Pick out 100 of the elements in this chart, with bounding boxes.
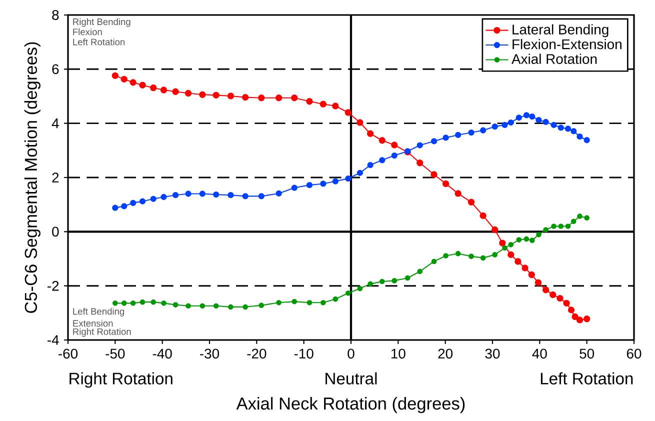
point: [291, 94, 298, 102]
point: [480, 255, 486, 261]
point: [172, 302, 178, 308]
point: [228, 192, 234, 198]
point: [529, 238, 535, 243]
point: [160, 86, 168, 94]
point: [492, 124, 498, 130]
point: [213, 191, 220, 198]
point: [536, 117, 542, 124]
point: [172, 88, 179, 95]
text: Neutral: [326, 372, 377, 384]
point: [242, 193, 248, 200]
point: [550, 291, 556, 298]
x-tick-label: -30: [200, 348, 220, 359]
y-axis-title: C5-C6 Segmental Motion (degrees): [24, 42, 40, 313]
x-tick-label: -40: [152, 348, 172, 359]
point: [542, 286, 550, 294]
x-tick-label: 30: [485, 348, 500, 359]
point: [242, 304, 248, 310]
point: [480, 127, 486, 134]
x-tick-label: -50: [106, 348, 125, 359]
point: [563, 300, 570, 306]
point: [320, 300, 326, 306]
point: [258, 193, 264, 200]
point: [345, 176, 352, 182]
point: [576, 316, 584, 324]
y-tick-label: 0: [52, 226, 59, 237]
annotation: Right Rotation: [73, 328, 131, 337]
point: [121, 203, 128, 210]
point: [442, 180, 450, 188]
point: [185, 190, 192, 197]
point: [572, 313, 578, 320]
point: [356, 170, 364, 176]
point: [568, 306, 575, 314]
point: [468, 254, 474, 259]
point: [140, 299, 146, 305]
x-tick-label: -20: [247, 348, 266, 359]
point: [332, 296, 338, 302]
point: [468, 129, 474, 136]
point: [392, 278, 398, 284]
point: [276, 94, 282, 102]
point: [276, 190, 282, 197]
point: [228, 304, 234, 310]
point: [139, 198, 146, 204]
point: [391, 142, 398, 148]
point: [584, 137, 590, 144]
point: [130, 300, 136, 306]
point: [417, 268, 423, 274]
y-tick-label: -2: [48, 280, 59, 291]
point: [522, 264, 528, 272]
x-tick-label: 0: [348, 348, 354, 359]
annotation: Right Bending: [73, 18, 130, 27]
point: [367, 162, 374, 168]
text: Left Rotation: [540, 372, 633, 384]
point: [367, 130, 374, 137]
point: [357, 286, 363, 292]
point: [184, 90, 192, 97]
point: [442, 134, 449, 141]
point: [558, 224, 564, 229]
point: [431, 258, 437, 264]
point: [379, 157, 386, 164]
point: [186, 303, 191, 309]
point: [332, 102, 339, 110]
point: [529, 113, 536, 120]
point: [172, 192, 179, 198]
y-tick-label: -4: [48, 335, 59, 345]
annotation: Extension: [73, 320, 113, 327]
point: [404, 275, 410, 281]
point: [565, 224, 571, 229]
point: [150, 299, 156, 305]
point: [508, 251, 514, 258]
point: [570, 128, 577, 134]
point: [570, 218, 576, 224]
point: [542, 118, 549, 126]
point: [524, 236, 530, 242]
point: [276, 300, 282, 306]
point: [130, 200, 136, 206]
point: [161, 300, 166, 306]
point: [502, 122, 508, 128]
point: [443, 253, 448, 258]
point: [292, 298, 298, 304]
point: [391, 152, 398, 159]
point: [150, 84, 157, 92]
point: [528, 271, 535, 278]
point: [468, 198, 475, 206]
point: [332, 178, 339, 184]
point: [150, 196, 156, 202]
point: [139, 82, 146, 88]
point: [320, 180, 326, 187]
x-tick-label: -60: [58, 348, 78, 359]
legend-label: Axial Rotation: [512, 54, 597, 64]
y-tick-label: 2: [52, 172, 59, 182]
x-tick-label: -10: [294, 348, 314, 359]
point: [577, 214, 582, 219]
point: [378, 137, 386, 144]
point: [242, 94, 249, 101]
point: [534, 279, 542, 286]
point: [258, 302, 264, 308]
point: [455, 250, 461, 256]
x-tick-label: 60: [626, 348, 642, 359]
